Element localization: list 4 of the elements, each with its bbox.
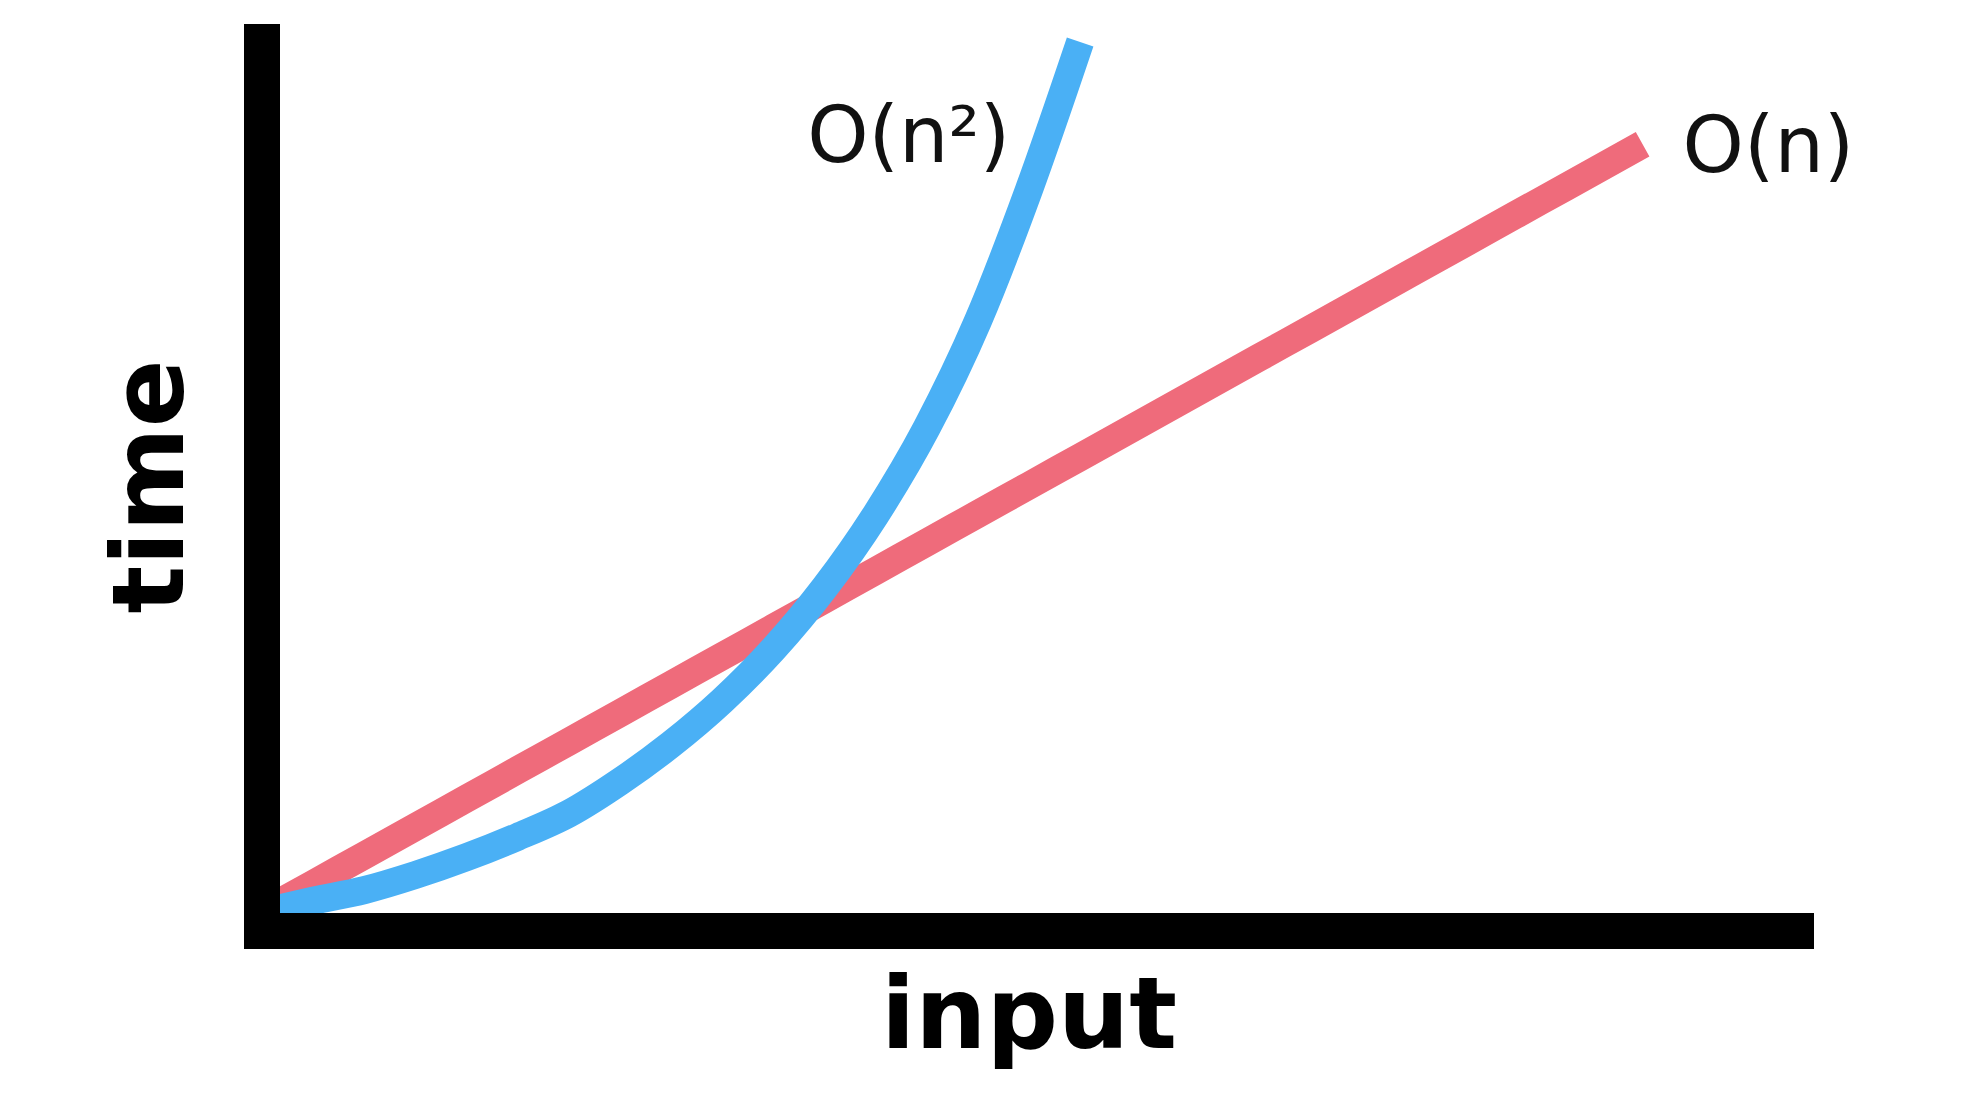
series-label: O(n²): [807, 90, 1011, 180]
series-label: O(n): [1682, 100, 1855, 191]
x-axis-title: input: [880, 955, 1178, 1072]
y-axis-title: time: [90, 359, 207, 614]
